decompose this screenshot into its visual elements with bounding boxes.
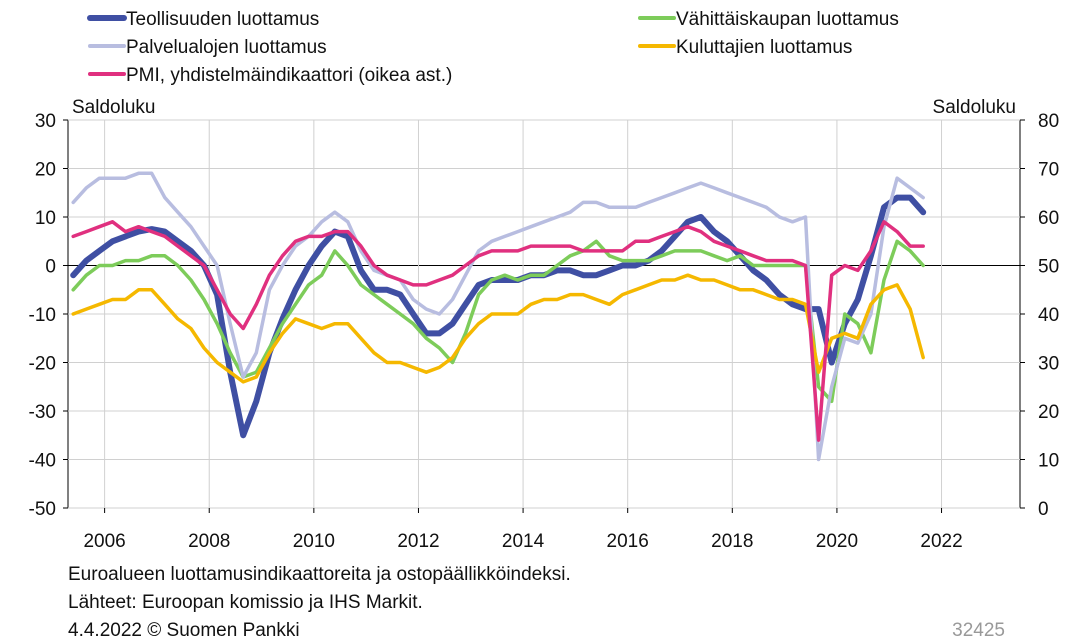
y-tick-label: 0 xyxy=(45,257,56,278)
x-tick-label: 2022 xyxy=(920,531,962,552)
y2-tick-label: 10 xyxy=(1038,451,1059,472)
series-line xyxy=(70,194,927,439)
y2-tick-label: 60 xyxy=(1038,208,1059,229)
series-line xyxy=(71,239,925,404)
y-tick-label: 10 xyxy=(35,208,56,229)
x-tick-label: 2014 xyxy=(502,531,545,552)
y2-axis-label: Saldoluku xyxy=(933,97,1016,118)
x-tick-label: 2020 xyxy=(816,531,858,552)
legend-label: Palvelualojen luottamus xyxy=(126,37,327,58)
caption: Euroalueen luottamusindikaattoreita ja o… xyxy=(68,564,571,585)
y-tick-label: 20 xyxy=(35,160,56,181)
source: Lähteet: Euroopan komissio ja IHS Markit… xyxy=(68,592,423,613)
legend-label: Teollisuuden luottamus xyxy=(126,9,319,30)
y2-tick-label: 50 xyxy=(1038,257,1059,278)
y-tick-label: -40 xyxy=(29,451,56,472)
y2-tick-label: 20 xyxy=(1038,402,1059,423)
series-line xyxy=(71,273,925,384)
y2-tick-label: 30 xyxy=(1038,354,1059,375)
y2-tick-label: 80 xyxy=(1038,111,1059,132)
series-line xyxy=(71,171,925,462)
x-tick-label: 2016 xyxy=(607,531,649,552)
x-tick-label: 2006 xyxy=(83,531,125,552)
x-tick-label: 2008 xyxy=(188,531,230,552)
y-tick-label: -50 xyxy=(29,499,56,520)
y2-tick-label: 0 xyxy=(1038,499,1049,520)
legend-label: PMI, yhdistelmäindikaattori (oikea ast.) xyxy=(126,65,452,86)
legend-label: Vähittäiskaupan luottamus xyxy=(676,9,899,30)
x-tick-label: 2018 xyxy=(711,531,753,552)
y2-tick-label: 70 xyxy=(1038,160,1059,181)
legend-label: Kuluttajien luottamus xyxy=(676,37,852,58)
x-tick-label: 2010 xyxy=(293,531,335,552)
date-credit: 4.4.2022 © Suomen Pankki xyxy=(68,620,300,641)
y-tick-label: 30 xyxy=(35,111,56,132)
x-tick-label: 2012 xyxy=(397,531,439,552)
series-line xyxy=(71,220,925,442)
y2-tick-label: 40 xyxy=(1038,305,1059,326)
y-axis-label: Saldoluku xyxy=(72,97,155,118)
y-tick-label: -20 xyxy=(29,354,56,375)
chart-id: 32425 xyxy=(952,620,1005,641)
y-tick-label: -30 xyxy=(29,402,56,423)
y-tick-label: -10 xyxy=(29,305,56,326)
